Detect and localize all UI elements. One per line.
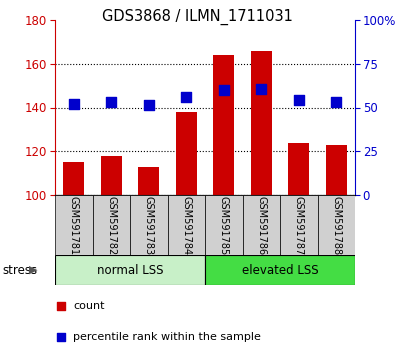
Bar — [213, 55, 234, 195]
Text: GSM591788: GSM591788 — [331, 196, 341, 255]
Text: ▶: ▶ — [29, 265, 38, 275]
Point — [108, 99, 115, 105]
Text: GDS3868 / ILMN_1711031: GDS3868 / ILMN_1711031 — [102, 9, 293, 25]
Text: GSM591787: GSM591787 — [294, 196, 304, 256]
Bar — [176, 112, 197, 195]
Bar — [130, 195, 167, 255]
Text: stress: stress — [2, 263, 37, 276]
Text: count: count — [73, 301, 105, 311]
Point — [220, 87, 227, 93]
Point — [333, 99, 339, 105]
Text: GSM591785: GSM591785 — [219, 196, 229, 256]
Bar — [243, 195, 280, 255]
Point — [71, 101, 77, 107]
Point — [183, 94, 190, 99]
Bar — [280, 195, 318, 255]
Bar — [138, 167, 159, 195]
Point — [295, 97, 302, 103]
Bar — [92, 195, 130, 255]
Text: normal LSS: normal LSS — [97, 263, 163, 276]
Bar — [326, 145, 346, 195]
Bar — [64, 162, 84, 195]
Bar — [205, 195, 243, 255]
Text: GSM591784: GSM591784 — [181, 196, 191, 255]
Point — [146, 102, 152, 108]
Text: GSM591783: GSM591783 — [144, 196, 154, 255]
Point — [258, 86, 264, 92]
Text: elevated LSS: elevated LSS — [242, 263, 318, 276]
Bar — [55, 195, 92, 255]
Text: GSM591782: GSM591782 — [106, 196, 116, 256]
Bar — [251, 51, 272, 195]
Point — [58, 334, 64, 340]
Text: GSM591786: GSM591786 — [256, 196, 266, 255]
Bar — [288, 143, 309, 195]
Text: GSM591781: GSM591781 — [69, 196, 79, 255]
Bar — [101, 156, 122, 195]
Point — [58, 303, 64, 309]
Bar — [167, 195, 205, 255]
Bar — [205, 255, 355, 285]
Text: percentile rank within the sample: percentile rank within the sample — [73, 332, 261, 342]
Bar — [55, 255, 205, 285]
Bar — [318, 195, 355, 255]
